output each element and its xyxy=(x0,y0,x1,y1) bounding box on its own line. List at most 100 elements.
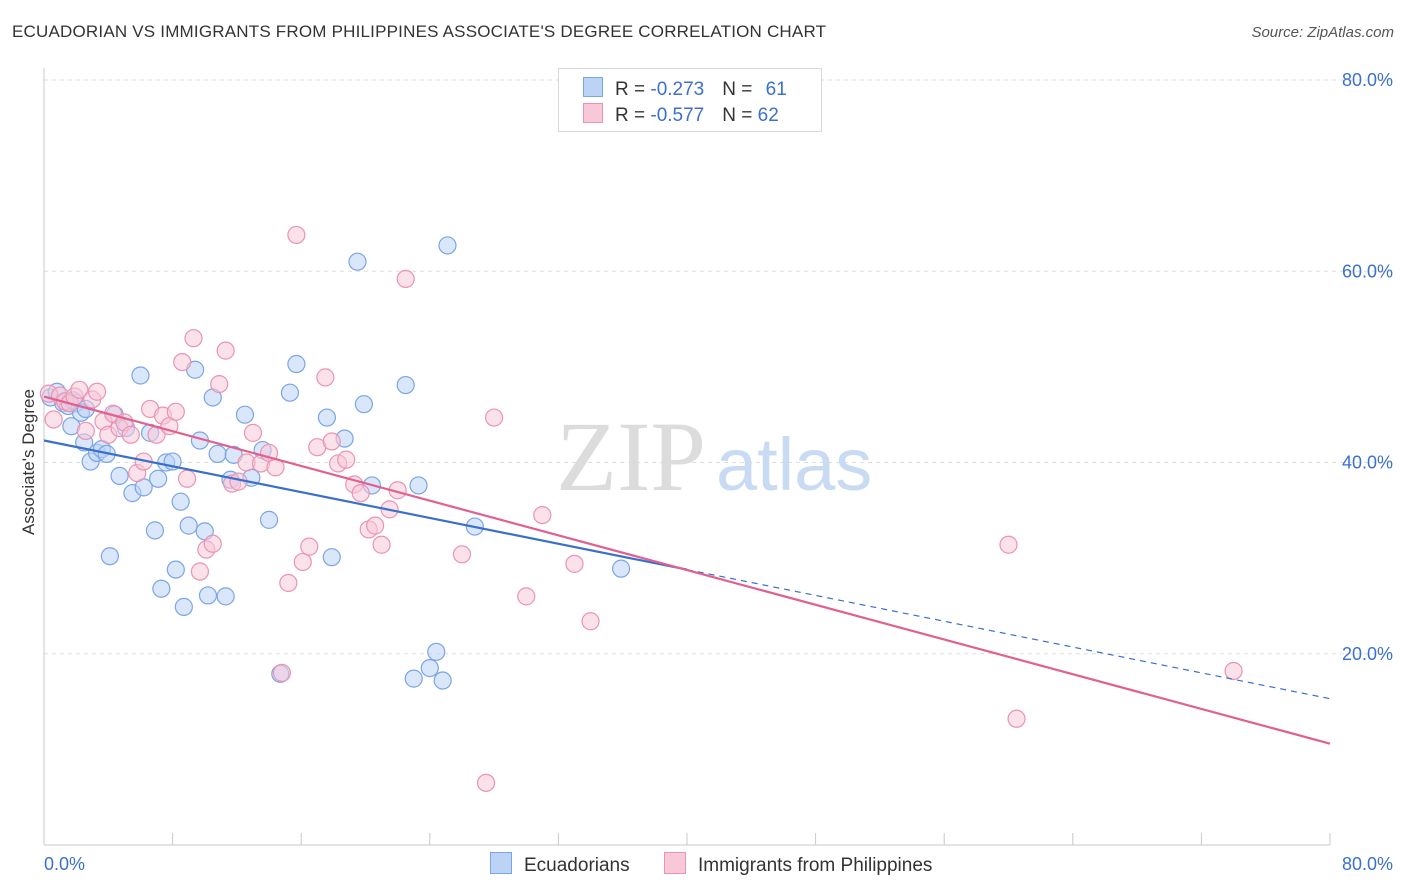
source-label: Source: ZipAtlas.com xyxy=(1251,24,1394,41)
watermark: ZIP atlas xyxy=(556,401,872,512)
ecuadorian-point xyxy=(396,375,415,395)
philippines-point xyxy=(216,341,235,360)
legend-n-label: N = xyxy=(722,105,758,126)
philippines-point xyxy=(366,516,385,535)
ecuadorian-point xyxy=(145,521,165,540)
ecuadorian-point xyxy=(438,236,457,255)
series-philippines xyxy=(39,225,1243,792)
ecuadorian-point xyxy=(171,492,190,511)
ecuadorian-point xyxy=(131,366,150,385)
bottom-legend-philippines: Immigrants from Philippines xyxy=(664,852,932,877)
ecuadorian-point xyxy=(174,597,193,616)
watermark-zip: ZIP xyxy=(556,401,706,512)
philippines-point xyxy=(337,450,356,469)
philippines-point xyxy=(44,410,63,429)
philippines-point xyxy=(476,773,496,792)
ecuadorian-point xyxy=(317,408,337,427)
philippines-point xyxy=(351,484,370,503)
legend-row-ecuadorians: R = -0.273 N = 61 xyxy=(583,77,787,101)
tick-labels: 20.0% 40.0% 60.0% 80.0% 0.0% 80.0% xyxy=(44,70,1393,874)
ecuadorian-point xyxy=(433,671,452,690)
y-axis-label: Associate's Degree xyxy=(19,389,38,535)
philippines-point xyxy=(322,432,341,451)
philippines-point xyxy=(173,352,192,372)
ecuadorian-point xyxy=(404,669,423,688)
ecuadorian-point xyxy=(348,252,367,271)
philippines-point xyxy=(190,562,210,581)
philippines-point xyxy=(210,374,229,394)
ecuadorian-point xyxy=(152,579,171,598)
y-tick-label: 20.0% xyxy=(1342,644,1393,664)
philippines-point xyxy=(166,402,185,421)
philippines-point xyxy=(279,573,298,593)
philippines-point xyxy=(452,545,472,564)
legend-r-label: R = xyxy=(615,105,651,126)
ecuadorian-point xyxy=(287,354,306,374)
ecuadorian-point xyxy=(216,587,235,606)
ecuadorian-point xyxy=(427,642,446,661)
watermark-atlas: atlas xyxy=(716,423,872,506)
ecuadorian-point xyxy=(198,586,218,605)
philippines-point xyxy=(581,612,600,631)
philippines-point xyxy=(76,421,95,441)
philippines-point xyxy=(565,554,584,573)
ecuadorian-point xyxy=(110,466,129,485)
legend: R = -0.273 N = 61 R = -0.577 N = 62 xyxy=(558,68,822,132)
legend-swatch-philippines xyxy=(583,103,603,123)
bottom-legend-label: Ecuadorians xyxy=(524,855,630,876)
legend-n-value: 61 xyxy=(765,79,787,100)
philippines-point xyxy=(272,663,292,682)
bottom-legend-ecuadorians: Ecuadorians xyxy=(490,852,630,877)
philippines-point xyxy=(1224,661,1243,681)
philippines-point xyxy=(87,382,107,401)
chart-title: ECUADORIAN VS IMMIGRANTS FROM PHILIPPINE… xyxy=(12,22,827,41)
philippines-point xyxy=(184,329,203,348)
bottom-legend-swatch-ecuadorians xyxy=(490,852,512,874)
philippines-point xyxy=(300,537,319,556)
ecuadorian-point xyxy=(611,559,631,578)
ecuadorian-point xyxy=(208,444,227,463)
philippines-point xyxy=(287,225,306,245)
ecuadorian-point xyxy=(420,658,439,678)
philippines-point xyxy=(1007,709,1026,728)
y-tick-label: 40.0% xyxy=(1342,453,1393,473)
ecuadorian-point xyxy=(322,548,341,567)
bottom-legend-swatch-philippines xyxy=(664,852,686,874)
ecuadorian-point xyxy=(409,476,428,495)
ecuadorian-trend-line xyxy=(43,439,688,571)
bottom-legend-label: Immigrants from Philippines xyxy=(698,855,933,876)
legend-n-value: 62 xyxy=(757,105,779,126)
philippines-point xyxy=(517,587,536,606)
legend-r-value: -0.577 xyxy=(650,105,705,126)
philippines-point xyxy=(293,552,312,572)
philippines-point xyxy=(121,425,140,444)
axes xyxy=(43,68,1331,846)
legend-n-label: N = xyxy=(722,79,758,100)
ecuadorian-point xyxy=(354,395,373,414)
philippines-point xyxy=(203,534,222,553)
ecuadorian-point xyxy=(259,510,279,529)
ecuadorian-point xyxy=(179,516,198,535)
philippines-point xyxy=(372,535,391,554)
x-tick-label: 0.0% xyxy=(44,854,85,874)
philippines-trend-line xyxy=(43,395,1331,745)
legend-row-philippines: R = -0.577 N = 62 xyxy=(583,103,779,127)
legend-r-value: -0.273 xyxy=(650,79,705,100)
grid-lines xyxy=(44,79,1394,655)
philippines-point xyxy=(243,423,263,442)
ecuadorian-point xyxy=(100,547,120,566)
legend-r-label: R = xyxy=(615,79,651,100)
trend-lines xyxy=(43,395,1331,745)
philippines-point xyxy=(533,505,552,525)
ecuadorian-point xyxy=(280,383,300,402)
philippines-point xyxy=(485,408,504,427)
y-tick-label: 60.0% xyxy=(1342,261,1393,281)
philippines-point xyxy=(177,469,197,488)
ecuadorian-point xyxy=(235,405,255,424)
legend-swatch-ecuadorians xyxy=(583,77,603,97)
philippines-point xyxy=(999,535,1018,554)
ecuadorian-point xyxy=(149,469,168,488)
philippines-point xyxy=(396,269,415,288)
ecuadorian-point xyxy=(166,560,185,579)
